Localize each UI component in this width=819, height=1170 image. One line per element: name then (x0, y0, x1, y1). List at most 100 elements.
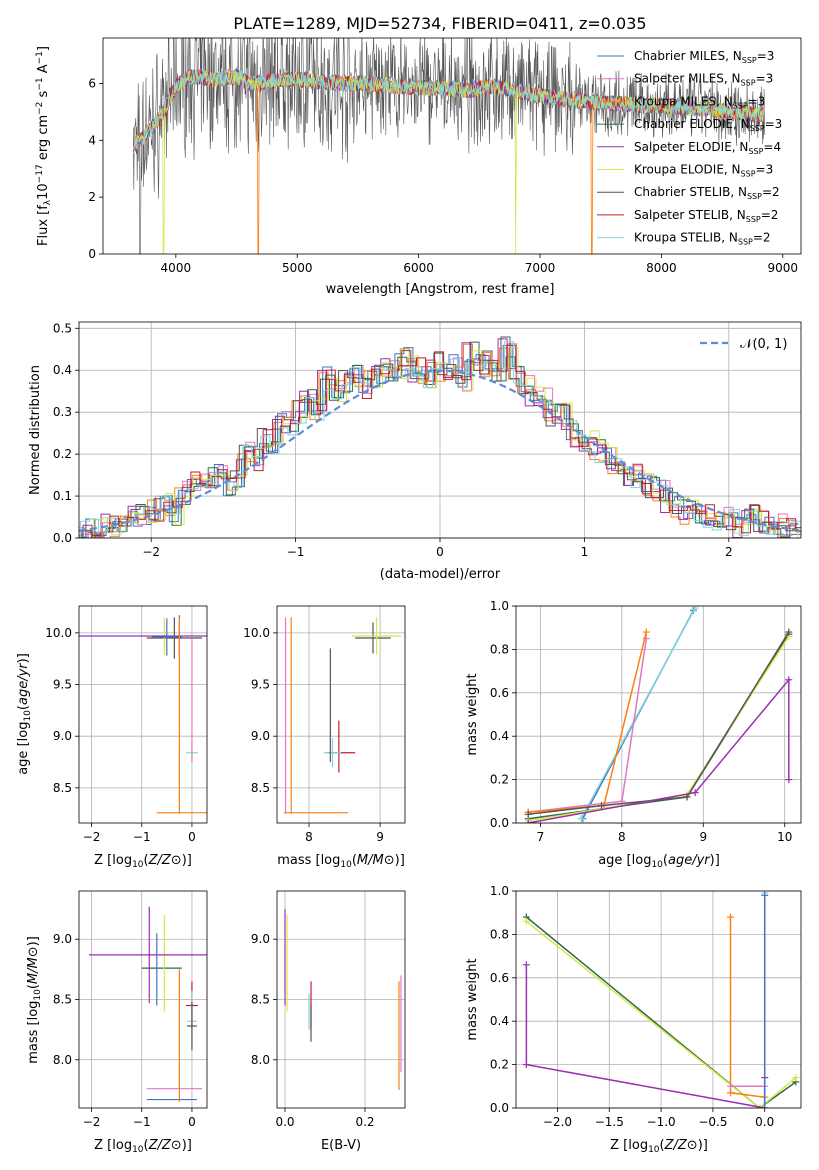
x-tick-label: 9000 (768, 261, 799, 275)
y-tick-label: 0.4 (490, 1014, 509, 1028)
x-tick-label: 8 (305, 830, 313, 844)
y-tick-label: 1.0 (490, 884, 509, 898)
residual-histogram-panel: −2 −1 0 1 2 0.0 0.1 0.2 0.3 0.4 0.5 𝒩(0, 1) (data-mo… (28, 321, 802, 582)
plot-area (89, 906, 207, 1102)
weight-line (528, 631, 648, 813)
legend-entry: Kroupa ELODIE, NSSP=3 (634, 163, 773, 179)
y-axis-label: mass weight (465, 673, 480, 755)
y-tick-label: 0.8 (490, 642, 509, 656)
y-tick-label: 10.0 (243, 626, 270, 640)
y-tick-label: 8.0 (251, 1053, 270, 1067)
y-tick-label: 0.0 (53, 531, 72, 545)
x-tick-label: −1 (133, 830, 151, 844)
weight-line (525, 920, 797, 1108)
x-tick-label: 2 (725, 545, 733, 559)
y-axis-label: age [log10(age/yr)] (16, 653, 33, 775)
x-tick-label: −2 (83, 1115, 101, 1129)
x-tick-label: 4000 (161, 261, 192, 275)
axes-frame (276, 605, 406, 824)
legend-entry: Chabrier MILES, NSSP=3 (634, 49, 774, 65)
x-tick-label: 5000 (282, 261, 313, 275)
x-tick-label: 10 (777, 830, 792, 844)
x-tick-label: 8000 (646, 261, 677, 275)
legend-entry: Chabrier ELODIE, NSSP=3 (634, 117, 782, 133)
x-axis-label: E(B-V) (321, 1138, 361, 1153)
x-tick-label: −1.0 (647, 1115, 676, 1129)
x-axis-label: Z [log10(Z/Z⊙)] (94, 1138, 192, 1155)
x-tick-label: 8 (618, 830, 626, 844)
x-axis-label: age [log10(age/yr)] (598, 853, 720, 870)
y-tick-label: 0.8 (490, 927, 509, 941)
x-axis-label: Z [log10(Z/Z⊙)] (610, 1138, 708, 1155)
y-axis-label: mass weight (465, 958, 480, 1040)
y-tick-label: 0.4 (490, 729, 509, 743)
x-tick-label: −1.5 (595, 1115, 624, 1129)
x-tick-label: 0 (188, 830, 196, 844)
y-tick-label: 8.0 (53, 1053, 72, 1067)
y-tick-label: 0.0 (490, 1101, 509, 1115)
y-tick-label: 9.0 (53, 932, 72, 946)
x-tick-label: 0.0 (275, 1115, 294, 1129)
y-tick-label: 6 (88, 76, 96, 90)
plot-area (79, 336, 801, 538)
y-tick-label: 8.5 (251, 993, 270, 1007)
y-tick-label: 8.5 (53, 781, 72, 795)
x-tick-label: −2 (83, 830, 101, 844)
x-tick-label: 0 (188, 1115, 196, 1129)
y-axis-label: Normed distribution (28, 365, 43, 495)
x-axis-label: mass [log10(M/M⊙)] (277, 853, 405, 870)
x-tick-label: 0.0 (755, 1115, 774, 1129)
y-tick-label: 0 (88, 247, 96, 261)
legend-entry: Salpeter MILES, NSSP=3 (634, 72, 773, 88)
axes-frame (78, 605, 208, 824)
y-tick-label: 0.2 (53, 447, 72, 461)
plot-area (522, 891, 800, 1108)
legend-entry: Chabrier STELIB, NSSP=2 (634, 185, 780, 201)
x-tick-label: −2 (142, 545, 160, 559)
x-tick-label: 9 (376, 830, 384, 844)
y-axis-label: Flux [fλ10−17 erg cm−2 s−1 A−1] (35, 46, 53, 246)
x-tick-label: 0.2 (355, 1115, 374, 1129)
weight-vs-metallicity-panel: −2.0 −1.5 −1.0 −0.5 0.0 0.0 0.2 0.4 0.6 0.8 1.0 mas… (465, 884, 802, 1155)
axes-frame (515, 605, 802, 824)
y-tick-label: 8.5 (251, 781, 270, 795)
mass-vs-extinction-panel: 0.0 0.2 8.0 8.5 9.0 E(B-V) (251, 890, 406, 1153)
y-tick-label: 10.0 (45, 626, 72, 640)
y-tick-label: 0.6 (490, 686, 509, 700)
legend-entry: Kroupa MILES, NSSP=3 (634, 94, 765, 110)
axes-frame (276, 890, 406, 1109)
y-tick-label: 0.0 (490, 816, 509, 830)
normal-reference-curve (79, 369, 801, 532)
axes-frame (78, 321, 802, 539)
age-vs-metallicity-panel: −2 −1 0 8.5 9.0 9.5 10.0 Z [log10(Z/Z⊙)] age [lo… (16, 605, 208, 870)
y-tick-label: 0.1 (53, 489, 72, 503)
legend-entry: Kroupa STELIB, NSSP=2 (634, 231, 771, 247)
x-axis-label: (data-model)/error (380, 567, 501, 582)
weight-line (525, 916, 797, 1108)
y-tick-label: 4 (88, 133, 96, 147)
y-tick-label: 9.0 (251, 729, 270, 743)
y-tick-label: 0.3 (53, 405, 72, 419)
x-tick-label: 6000 (403, 261, 434, 275)
y-tick-label: 0.2 (490, 1058, 509, 1072)
age-vs-mass-panel: 8 9 8.5 9.0 9.5 10.0 mass [log10(M/M⊙)] (243, 605, 406, 870)
x-tick-label: 1 (581, 545, 589, 559)
legend-entry: 𝒩(0, 1) (740, 337, 787, 352)
mass-vs-metallicity-panel: −2 −1 0 8.0 8.5 9.0 Z [log10(Z/Z⊙)] mass [log10… (26, 890, 208, 1155)
weight-line (528, 631, 790, 816)
x-tick-label: 9 (699, 830, 707, 844)
y-tick-label: 0.6 (490, 971, 509, 985)
x-tick-label: 0 (436, 545, 444, 559)
weight-line (729, 917, 765, 1098)
y-tick-label: 0.2 (490, 773, 509, 787)
hist-step (82, 344, 801, 538)
plot-area (79, 615, 207, 814)
y-tick-label: 1.0 (490, 599, 509, 613)
legend-entry: Salpeter STELIB, NSSP=2 (634, 208, 778, 224)
y-tick-label: 8.5 (53, 993, 72, 1007)
axes-frame (515, 890, 802, 1109)
weight-line (528, 638, 648, 813)
weight-line (528, 677, 790, 823)
plot-area (524, 606, 793, 823)
plot-area (132, 38, 765, 254)
